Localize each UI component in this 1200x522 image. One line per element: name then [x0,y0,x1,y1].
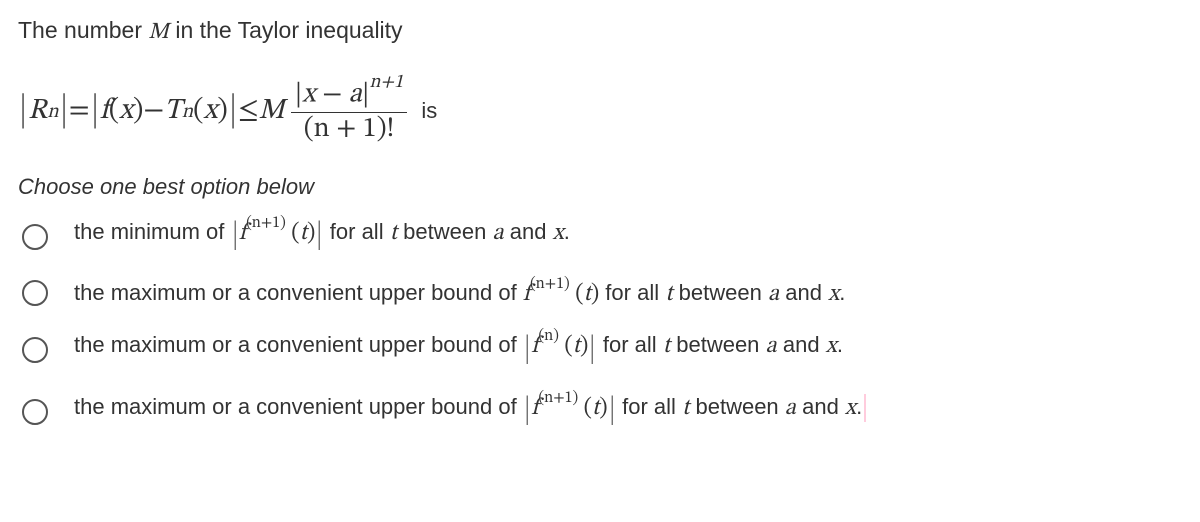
instruction-text: Choose one best option below [18,174,1182,200]
options-list: the minimum of |f(n+1) (t)| for all t be… [22,216,1182,432]
radio-button-1[interactable] [22,280,48,306]
option-row-3[interactable]: the maximum or a convenient upper bound … [22,391,1182,432]
formula-leq: ≤ [238,93,259,129]
formula-T-sub: n [182,100,193,125]
option-row-2[interactable]: the maximum or a convenient upper bound … [22,329,1182,370]
question-suffix: in the Taylor inequality [169,17,403,43]
formula-x1: x [119,93,133,129]
option-text-1: the maximum or a convenient upper bound … [74,277,845,309]
radio-button-0[interactable] [22,224,48,250]
option-row-1[interactable]: the maximum or a convenient upper bound … [22,277,1182,309]
option-text-0: the minimum of |f(n+1) (t)| for all t be… [74,216,570,257]
radio-button-2[interactable] [22,337,48,363]
option-text-3: the maximum or a convenient upper bound … [74,391,866,432]
option-text-2: the maximum or a convenient upper bound … [74,329,843,370]
text-cursor [864,394,866,422]
taylor-inequality-formula: |Rn| = |f(x) − Tn(x)| ≤ M |x − a|n+1 (n … [18,77,1182,144]
formula-minus: − [143,93,164,129]
formula-R: R [28,93,47,129]
option-row-0[interactable]: the minimum of |f(n+1) (t)| for all t be… [22,216,1182,257]
radio-button-3[interactable] [22,399,48,425]
formula-is: is [421,98,437,124]
formula-eq: = [69,93,90,129]
question-prefix: The number [18,17,148,43]
question-var-m: M [148,21,169,44]
formula-x2: x [203,93,217,129]
formula-fraction: |x − a|n+1 (n + 1)! [291,77,408,144]
formula-T: T [164,93,182,129]
formula-f: f [100,93,109,129]
formula-M: M [259,93,285,129]
question-text: The number M in the Taylor inequality [18,14,1182,49]
formula-R-sub: n [47,100,58,125]
